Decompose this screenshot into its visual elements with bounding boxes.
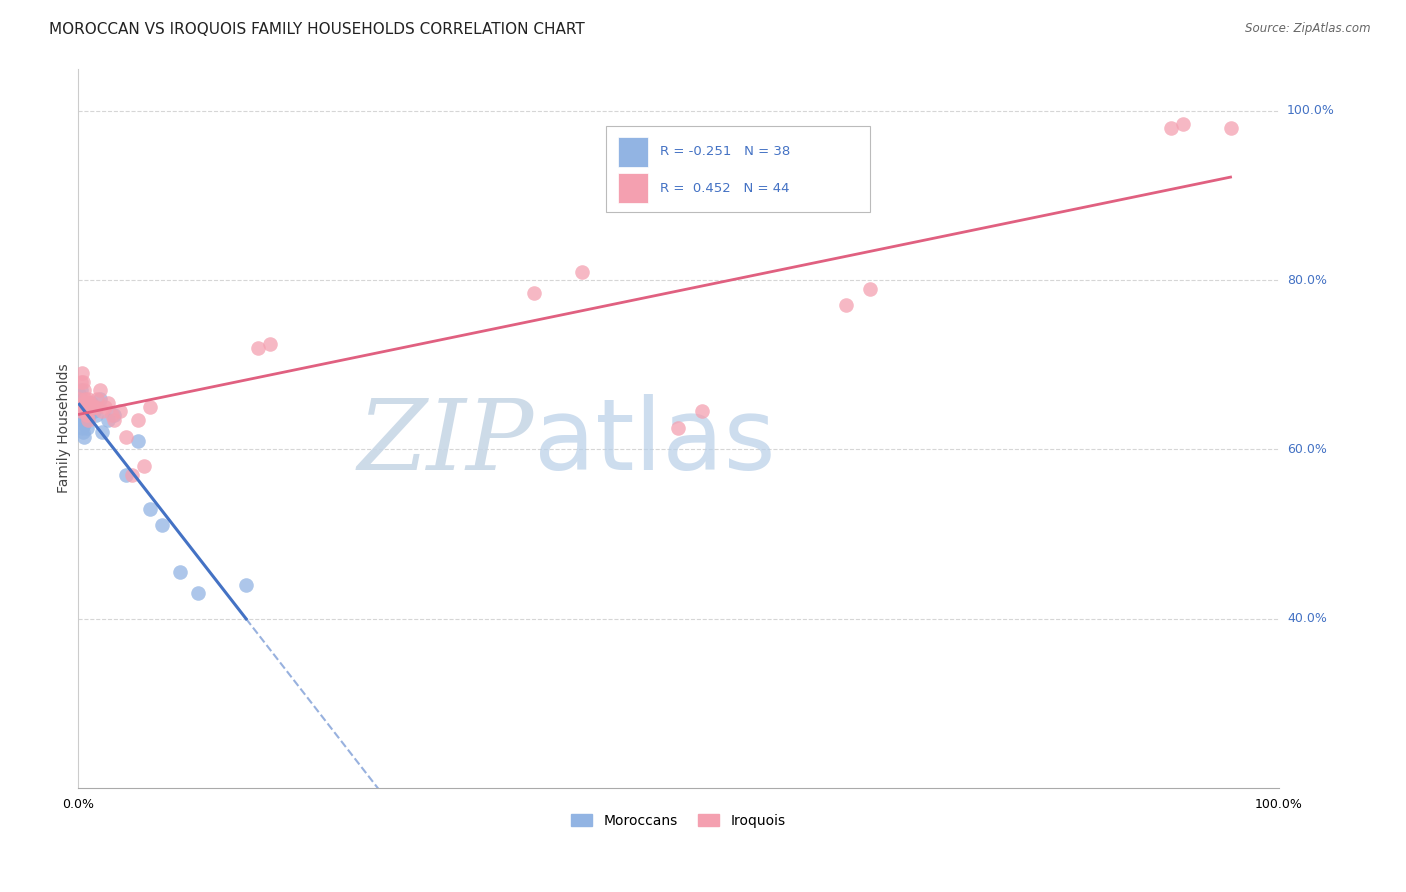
Point <box>1219 120 1241 135</box>
Text: 40.0%: 40.0% <box>1286 612 1327 625</box>
Point <box>523 285 546 300</box>
Point <box>77 400 100 414</box>
Point <box>247 341 270 355</box>
Bar <box>619 136 648 167</box>
Point <box>69 383 91 397</box>
Point <box>91 404 114 418</box>
Point <box>76 413 98 427</box>
Point <box>73 383 96 397</box>
Point <box>83 404 105 418</box>
Point <box>72 400 94 414</box>
Point <box>73 404 96 418</box>
Point <box>187 586 209 600</box>
Point <box>150 518 173 533</box>
Point <box>100 409 122 423</box>
Text: R = -0.251   N = 38: R = -0.251 N = 38 <box>661 145 790 159</box>
Point <box>235 578 257 592</box>
Point <box>70 366 93 380</box>
Point <box>75 404 97 418</box>
Point <box>70 413 93 427</box>
Point <box>72 400 94 414</box>
Point <box>73 396 96 410</box>
Point <box>72 413 94 427</box>
Point <box>259 336 281 351</box>
Point <box>73 430 96 444</box>
Text: MOROCCAN VS IROQUOIS FAMILY HOUSEHOLDS CORRELATION CHART: MOROCCAN VS IROQUOIS FAMILY HOUSEHOLDS C… <box>49 22 585 37</box>
Point <box>571 265 593 279</box>
Point <box>75 413 97 427</box>
Point <box>134 459 156 474</box>
Point <box>115 467 138 482</box>
Point <box>84 409 107 423</box>
Point <box>82 400 104 414</box>
Point <box>70 396 93 410</box>
Point <box>89 392 111 406</box>
Text: atlas: atlas <box>534 394 776 491</box>
Text: R =  0.452   N = 44: R = 0.452 N = 44 <box>661 182 790 194</box>
Point <box>80 396 103 410</box>
Point <box>97 413 120 427</box>
Bar <box>606 126 870 212</box>
Point <box>93 400 115 414</box>
Point <box>115 430 138 444</box>
Point <box>70 400 93 414</box>
Point <box>77 409 100 423</box>
Bar <box>619 173 648 203</box>
Point <box>70 421 93 435</box>
Point <box>835 298 858 312</box>
Point <box>86 392 108 406</box>
Point <box>89 383 111 397</box>
Text: 80.0%: 80.0% <box>1286 274 1327 286</box>
Point <box>72 375 94 389</box>
Point <box>83 400 105 414</box>
Point <box>79 400 101 414</box>
Point <box>67 409 90 423</box>
Text: 60.0%: 60.0% <box>1286 442 1327 456</box>
Point <box>72 425 94 440</box>
Point <box>67 387 90 401</box>
Point <box>76 409 98 423</box>
Point <box>69 392 91 406</box>
Point <box>69 409 91 423</box>
Point <box>127 413 149 427</box>
Point <box>666 421 689 435</box>
Point <box>67 396 90 410</box>
Point <box>70 404 93 418</box>
Point <box>67 392 90 406</box>
Point <box>103 409 125 423</box>
Point <box>79 396 101 410</box>
Point <box>121 467 143 482</box>
Point <box>91 425 114 440</box>
Point <box>859 281 882 295</box>
Point <box>69 375 91 389</box>
Point <box>76 421 98 435</box>
Point <box>69 400 91 414</box>
Point <box>69 404 91 418</box>
Y-axis label: Family Households: Family Households <box>58 363 72 493</box>
Point <box>97 396 120 410</box>
Point <box>169 565 191 579</box>
Point <box>127 434 149 448</box>
Point <box>76 396 98 410</box>
Text: ZIP: ZIP <box>359 395 534 491</box>
Point <box>108 404 131 418</box>
Point <box>75 400 97 414</box>
Point <box>139 400 162 414</box>
Text: Source: ZipAtlas.com: Source: ZipAtlas.com <box>1246 22 1371 36</box>
Point <box>1160 120 1182 135</box>
Legend: Moroccans, Iroquois: Moroccans, Iroquois <box>564 807 793 835</box>
Point <box>1171 116 1194 130</box>
Point <box>76 392 98 406</box>
Point <box>76 409 98 423</box>
Point <box>84 400 107 414</box>
Point <box>76 400 98 414</box>
Point <box>692 404 714 418</box>
Point <box>73 417 96 431</box>
Text: 100.0%: 100.0% <box>1286 104 1334 118</box>
Point <box>103 413 125 427</box>
Point <box>75 392 97 406</box>
Point <box>139 501 162 516</box>
